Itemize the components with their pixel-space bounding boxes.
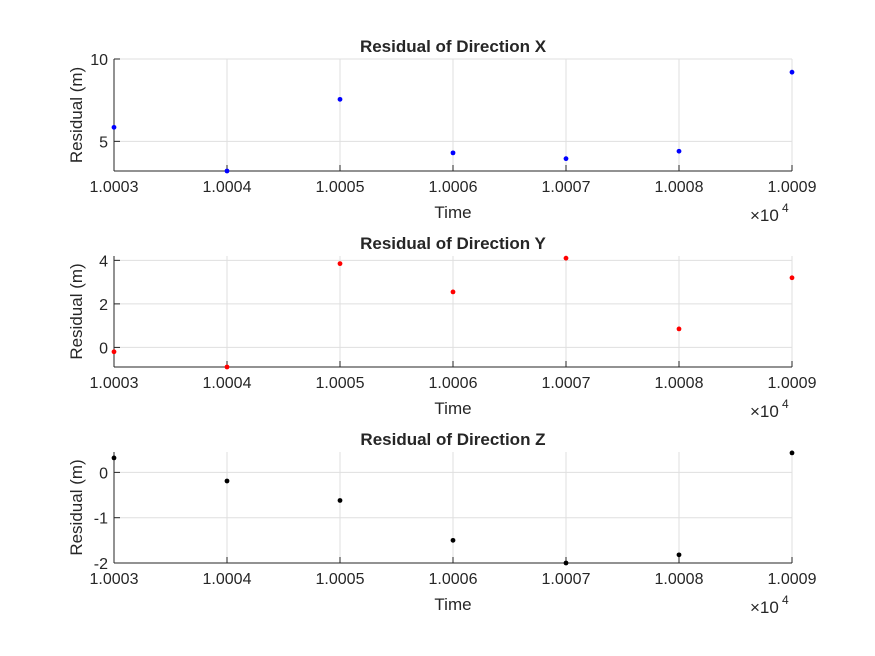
x-tick-label: 1.0004	[203, 571, 252, 588]
x-tick-label: 1.0007	[542, 179, 591, 196]
data-point	[563, 255, 569, 261]
y-tick-label: 0	[99, 340, 108, 357]
data-point	[450, 150, 456, 156]
data-point	[676, 148, 682, 154]
x-tick-label: 1.0007	[542, 375, 591, 392]
y-tick-label: 5	[99, 134, 108, 151]
data-point	[111, 455, 117, 461]
x-axis-label: Time	[434, 399, 471, 418]
x-exponent-power: 4	[782, 397, 789, 411]
x-exponent-label: ×10	[750, 206, 779, 225]
x-axis-label: Time	[434, 595, 471, 614]
data-point	[337, 261, 343, 267]
x-tick-label: 1.0007	[542, 571, 591, 588]
data-point	[224, 168, 230, 174]
subplot-1: 1.0003 1.0004 1.0005 1.0006 1.0007 1.0008 1.00…	[67, 37, 817, 225]
x-tick-label: 1.0003	[90, 375, 139, 392]
x-exponent-label: ×10	[750, 402, 779, 421]
x-tick-label: 1.0009	[768, 571, 817, 588]
x-tick-label: 1.0004	[203, 179, 252, 196]
data-point	[337, 498, 343, 503]
subplot-2: 1.0003 1.0004 1.0005 1.0006 1.0007 1.0008 1.00…	[67, 234, 817, 421]
data-point	[676, 552, 682, 558]
y-tick-label: 4	[99, 253, 108, 270]
x-exponent-power: 4	[782, 201, 789, 215]
chart-title: Residual of Direction Z	[360, 430, 545, 449]
x-tick-label: 1.0005	[316, 375, 365, 392]
x-tick-label: 1.0006	[429, 571, 478, 588]
x-tick-label: 1.0003	[90, 179, 139, 196]
y-axis-label: Residual (m)	[67, 459, 86, 555]
data-point	[789, 450, 795, 456]
data-point	[789, 275, 795, 281]
y-tick-label: -2	[94, 556, 108, 573]
x-exponent-label: ×10	[750, 598, 779, 617]
y-tick-label: -1	[94, 511, 108, 528]
x-tick-label: 1.0005	[316, 571, 365, 588]
data-point	[563, 156, 569, 162]
x-exponent-power: 4	[782, 593, 789, 607]
subplot-3: 1.0003 1.0004 1.0005 1.0006 1.0007 1.0008 1.00…	[67, 430, 817, 617]
data-point	[450, 537, 456, 543]
data-point	[450, 289, 456, 295]
y-axis-label: Residual (m)	[67, 263, 86, 359]
data-point	[676, 326, 682, 332]
x-tick-label: 1.0008	[655, 571, 704, 588]
x-tick-label: 1.0006	[429, 179, 478, 196]
x-tick-label: 1.0009	[768, 179, 817, 196]
y-tick-label: 0	[99, 465, 108, 482]
x-tick-label: 1.0005	[316, 179, 365, 196]
y-axis-label: Residual (m)	[67, 67, 86, 163]
x-tick-label: 1.0004	[203, 375, 252, 392]
chart-title: Residual of Direction X	[360, 37, 547, 56]
x-axis-label: Time	[434, 203, 471, 222]
x-tick-label: 1.0009	[768, 375, 817, 392]
data-point	[563, 560, 569, 566]
y-tick-label: 2	[99, 297, 108, 314]
x-tick-label: 1.0008	[655, 375, 704, 392]
x-tick-label: 1.0006	[429, 375, 478, 392]
x-tick-label: 1.0008	[655, 179, 704, 196]
data-point	[224, 364, 230, 370]
y-tick-label: 10	[90, 52, 108, 69]
x-tick-label: 1.0003	[90, 571, 139, 588]
data-point	[789, 69, 795, 75]
data-point	[224, 478, 230, 484]
chart-title: Residual of Direction Y	[360, 234, 546, 253]
data-point	[111, 349, 117, 355]
data-point	[337, 96, 343, 102]
data-point	[111, 124, 117, 130]
